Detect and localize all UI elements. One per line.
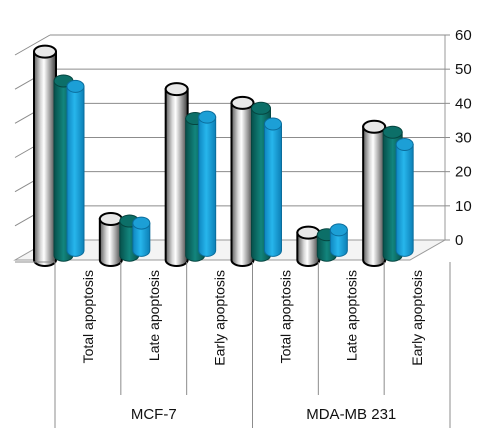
- bar-s0-c1-body: [98, 218, 123, 267]
- category-label: Early apoptosis: [409, 270, 425, 366]
- bar-s1-c5-cap: [382, 125, 403, 139]
- y-tick-label: 30: [455, 130, 472, 147]
- bar-s2-c2-body: [198, 116, 217, 257]
- y-tick-label: 40: [455, 95, 472, 112]
- group-label: MDA-MB 231: [306, 406, 396, 423]
- bar-s0-c1-cap: [98, 212, 123, 226]
- bar: [132, 216, 151, 257]
- y-axis-ticks: 0 10 20 30 40 50 60: [445, 27, 472, 249]
- y-tick-label: 0: [455, 232, 463, 249]
- bar: [230, 95, 255, 267]
- group-label: MCF-7: [131, 406, 177, 423]
- bar-s2-c3-cap: [264, 117, 282, 131]
- bar-s1-c3-cap: [251, 101, 271, 115]
- gridline-side: [14, 34, 51, 56]
- y-tick-label: 60: [455, 27, 472, 44]
- bar: [198, 110, 217, 257]
- bar-s0-c5-body: [362, 125, 387, 267]
- bar-s2-c4-cap: [329, 223, 348, 237]
- bar-s0-c4-cap: [296, 225, 321, 240]
- bar-s2-c3-body: [264, 123, 282, 257]
- bar-s2-c2-cap: [198, 110, 217, 124]
- category-axis: Total apoptosis Late apoptosis Early apopt…: [15, 261, 451, 428]
- bar: [264, 117, 282, 257]
- bar-s0-c3-body: [230, 101, 255, 267]
- category-label: Late apoptosis: [146, 270, 162, 361]
- category-label: Total apoptosis: [277, 270, 293, 363]
- bar-s2-c5-body: [395, 143, 414, 257]
- bar-s0-c5-cap: [362, 119, 387, 134]
- bar: [66, 79, 85, 257]
- bar: [164, 82, 189, 267]
- bar-s2-c0-body: [66, 85, 85, 257]
- category-label: Late apoptosis: [343, 270, 359, 361]
- bar: [329, 223, 348, 257]
- bar-s2-c1-body: [132, 222, 151, 257]
- bars: [33, 44, 414, 267]
- bar: [395, 137, 414, 257]
- bar-s2-c5-cap: [395, 137, 414, 151]
- y-tick-label: 20: [455, 164, 472, 181]
- bar-s2-c1-cap: [132, 216, 151, 230]
- bar-s0-c3-cap: [230, 95, 255, 110]
- y-tick-label: 10: [455, 198, 472, 215]
- category-label: Early apoptosis: [212, 270, 228, 366]
- bar: [98, 212, 123, 267]
- bar-s0-c2-cap: [164, 82, 189, 97]
- bar: [296, 225, 321, 267]
- category-label: Total apoptosis: [80, 270, 96, 363]
- bar-s0-c0-cap: [33, 44, 57, 59]
- y-tick-label: 50: [455, 61, 472, 78]
- bar: [33, 44, 57, 267]
- bar-s2-c0-cap: [66, 79, 85, 93]
- bar-s0-c0-body: [33, 50, 57, 267]
- bar: [362, 119, 387, 267]
- bar-s0-c4-body: [296, 231, 321, 267]
- bar-s0-c2-body: [164, 88, 189, 267]
- bar-s2-c4-body: [329, 229, 348, 257]
